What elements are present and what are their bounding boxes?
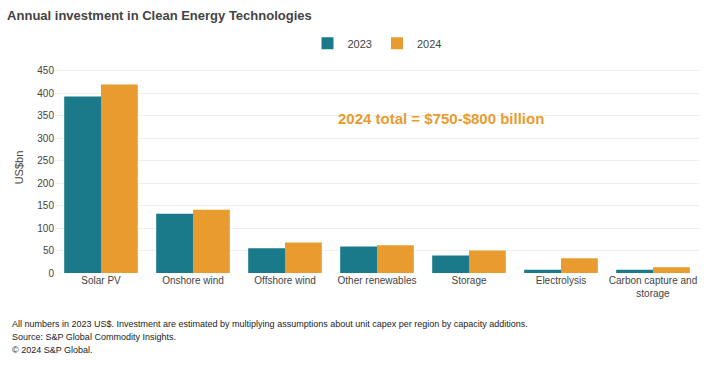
svg-text:150: 150 [37, 200, 54, 211]
svg-text:300: 300 [37, 133, 54, 144]
svg-text:Annual investment in Clean Ene: Annual investment in Clean Energy Techno… [7, 8, 312, 23]
svg-text:Other renewables: Other renewables [338, 275, 417, 286]
svg-text:50: 50 [43, 245, 55, 256]
svg-text:0: 0 [48, 268, 54, 279]
svg-text:Offshore wind: Offshore wind [254, 275, 316, 286]
svg-text:Carbon capture andstorage: Carbon capture andstorage [609, 275, 697, 299]
svg-text:350: 350 [37, 110, 54, 121]
svg-text:Electrolysis: Electrolysis [536, 275, 587, 286]
svg-text:All numbers in 2023 US$. Inves: All numbers in 2023 US$. Investment are … [12, 319, 528, 329]
svg-text:250: 250 [37, 155, 54, 166]
svg-text:Source: S&P Global Commodity I: Source: S&P Global Commodity Insights. [12, 332, 176, 342]
svg-text:200: 200 [37, 178, 54, 189]
svg-text:2024: 2024 [417, 38, 441, 50]
svg-text:450: 450 [37, 65, 54, 76]
svg-text:2023: 2023 [348, 38, 372, 50]
svg-text:US$bn: US$bn [13, 151, 25, 185]
svg-text:400: 400 [37, 88, 54, 99]
svg-text:Onshore wind: Onshore wind [162, 275, 224, 286]
svg-text:© 2024 S&P Global.: © 2024 S&P Global. [12, 345, 93, 355]
svg-text:Storage: Storage [451, 275, 486, 286]
svg-text:2024 total = $750-$800 billion: 2024 total = $750-$800 billion [338, 110, 544, 127]
svg-text:100: 100 [37, 223, 54, 234]
svg-text:Solar PV: Solar PV [81, 275, 121, 286]
